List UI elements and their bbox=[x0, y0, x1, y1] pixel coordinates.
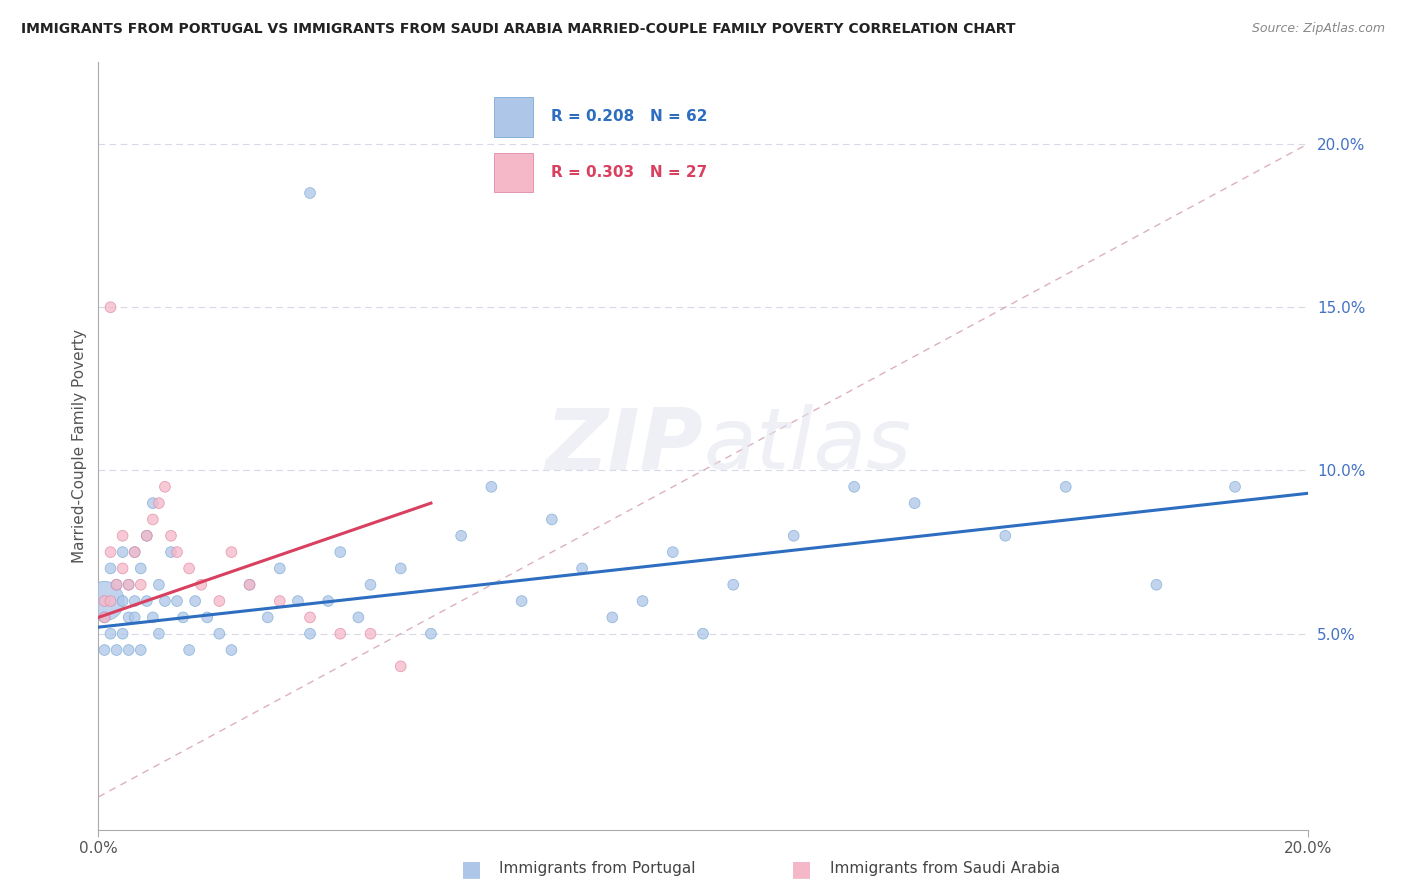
Point bbox=[100, 594, 122, 608]
Point bbox=[93, 594, 115, 608]
Text: IMMIGRANTS FROM PORTUGAL VS IMMIGRANTS FROM SAUDI ARABIA MARRIED-COUPLE FAMILY P: IMMIGRANTS FROM PORTUGAL VS IMMIGRANTS F… bbox=[21, 22, 1015, 37]
Point bbox=[510, 594, 533, 608]
Point bbox=[239, 578, 262, 592]
Point bbox=[100, 300, 122, 314]
Point bbox=[142, 496, 165, 510]
Text: ■: ■ bbox=[792, 859, 811, 879]
Point bbox=[221, 643, 243, 657]
Point bbox=[93, 610, 115, 624]
Point bbox=[111, 626, 134, 640]
Text: Source: ZipAtlas.com: Source: ZipAtlas.com bbox=[1251, 22, 1385, 36]
Point bbox=[287, 594, 309, 608]
Point bbox=[190, 578, 212, 592]
Point bbox=[118, 610, 141, 624]
Point bbox=[93, 643, 115, 657]
Y-axis label: Married-Couple Family Poverty: Married-Couple Family Poverty bbox=[72, 329, 87, 563]
Point bbox=[111, 594, 134, 608]
Text: ■: ■ bbox=[461, 859, 481, 879]
Point bbox=[184, 594, 207, 608]
Point bbox=[129, 643, 152, 657]
Point bbox=[994, 529, 1017, 543]
Point bbox=[269, 561, 291, 575]
Point bbox=[256, 610, 278, 624]
Point bbox=[329, 545, 352, 559]
Point bbox=[124, 594, 146, 608]
Point bbox=[166, 545, 188, 559]
Point bbox=[631, 594, 654, 608]
Point bbox=[540, 512, 562, 526]
Point bbox=[172, 610, 194, 624]
Point bbox=[316, 594, 339, 608]
Point bbox=[124, 545, 146, 559]
Point bbox=[420, 626, 443, 640]
Point bbox=[118, 643, 141, 657]
Text: atlas: atlas bbox=[703, 404, 911, 488]
Point bbox=[100, 561, 122, 575]
Point bbox=[166, 594, 188, 608]
Point bbox=[111, 529, 134, 543]
Point bbox=[389, 659, 412, 673]
Point bbox=[299, 186, 322, 200]
Point bbox=[723, 578, 745, 592]
Point bbox=[142, 610, 165, 624]
Text: Immigrants from Portugal: Immigrants from Portugal bbox=[499, 862, 696, 876]
Point bbox=[124, 545, 146, 559]
Point bbox=[135, 529, 157, 543]
Point bbox=[571, 561, 593, 575]
Point bbox=[1144, 578, 1167, 592]
Point bbox=[360, 626, 382, 640]
Point bbox=[160, 545, 183, 559]
Point bbox=[661, 545, 683, 559]
Point bbox=[124, 610, 146, 624]
Point bbox=[111, 561, 134, 575]
Point bbox=[129, 578, 152, 592]
Point bbox=[299, 610, 322, 624]
Point bbox=[179, 643, 201, 657]
Point bbox=[208, 594, 231, 608]
Point bbox=[111, 545, 134, 559]
Point bbox=[389, 561, 412, 575]
Point bbox=[450, 529, 472, 543]
Point bbox=[129, 561, 152, 575]
Point bbox=[299, 626, 322, 640]
Point bbox=[105, 578, 128, 592]
Point bbox=[135, 529, 157, 543]
Point bbox=[269, 594, 291, 608]
Point bbox=[105, 643, 128, 657]
Point bbox=[100, 626, 122, 640]
Point bbox=[153, 480, 176, 494]
Point bbox=[142, 512, 165, 526]
Point bbox=[904, 496, 927, 510]
Point bbox=[135, 594, 157, 608]
Point bbox=[329, 626, 352, 640]
Point bbox=[195, 610, 218, 624]
Text: ZIP: ZIP bbox=[546, 404, 703, 488]
Point bbox=[118, 578, 141, 592]
Point bbox=[481, 480, 503, 494]
Point bbox=[93, 610, 115, 624]
Point bbox=[105, 578, 128, 592]
Point bbox=[239, 578, 262, 592]
Point bbox=[208, 626, 231, 640]
Point bbox=[179, 561, 201, 575]
Point bbox=[148, 626, 170, 640]
Point bbox=[153, 594, 176, 608]
Point bbox=[1223, 480, 1246, 494]
Point bbox=[100, 545, 122, 559]
Point bbox=[783, 529, 806, 543]
Point bbox=[221, 545, 243, 559]
Point bbox=[1054, 480, 1077, 494]
Point bbox=[160, 529, 183, 543]
Text: Immigrants from Saudi Arabia: Immigrants from Saudi Arabia bbox=[830, 862, 1060, 876]
Point bbox=[148, 496, 170, 510]
Point bbox=[692, 626, 714, 640]
Point bbox=[360, 578, 382, 592]
Point bbox=[602, 610, 624, 624]
Point bbox=[93, 594, 115, 608]
Point bbox=[347, 610, 370, 624]
Point bbox=[148, 578, 170, 592]
Point bbox=[118, 578, 141, 592]
Point bbox=[844, 480, 866, 494]
